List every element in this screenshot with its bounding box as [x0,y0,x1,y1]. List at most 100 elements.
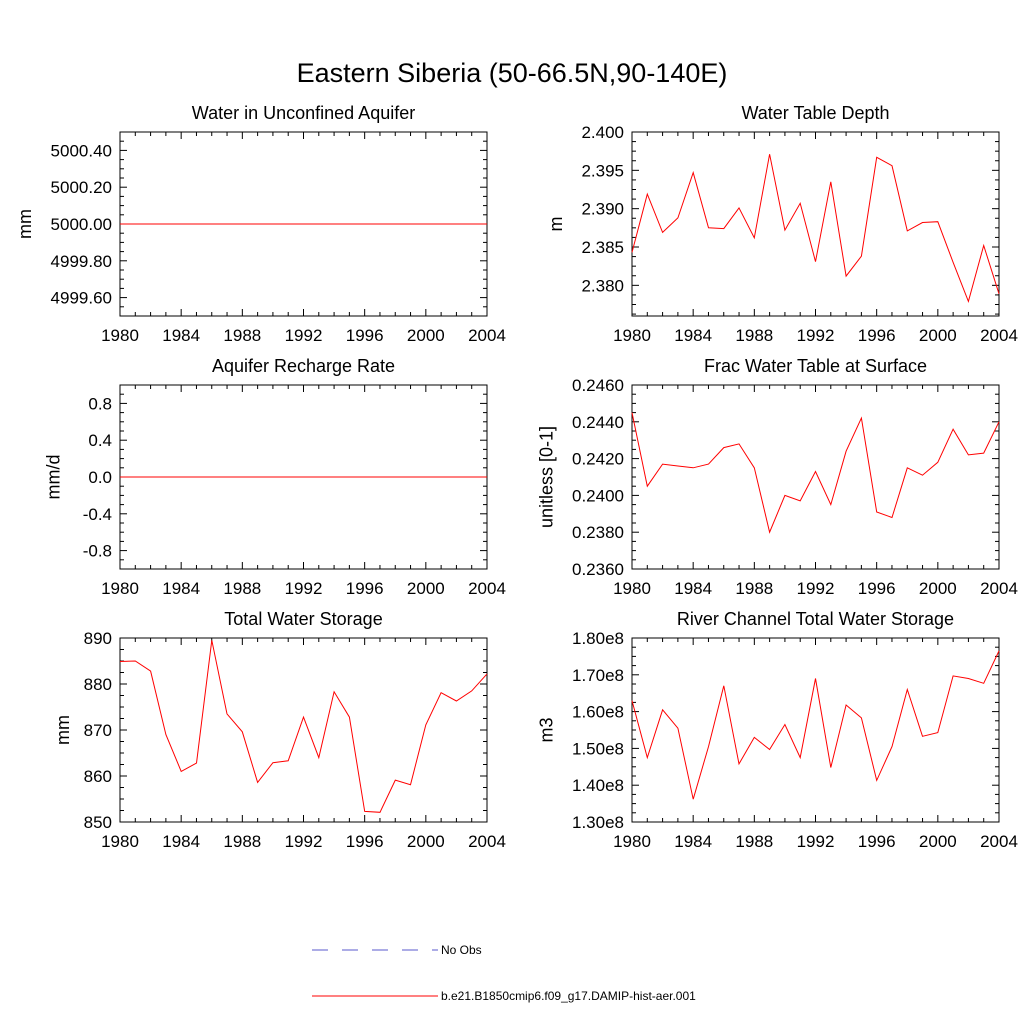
x-tick-label: 1992 [797,832,835,851]
x-tick-label: 1992 [285,326,323,345]
x-tick-label: 1984 [162,832,200,851]
x-tick-label: 2004 [980,579,1018,598]
y-axis-label: mm [53,715,73,745]
y-axis-label: mm/d [44,455,64,500]
x-tick-label: 1980 [613,326,651,345]
series-line [631,154,1000,303]
y-tick-label: 0.2460 [572,376,624,395]
panel-title: Water in Unconfined Aquifer [192,103,415,123]
panel-title: Frac Water Table at Surface [704,356,927,376]
x-tick-label: 2000 [919,579,957,598]
y-tick-label: 0.2440 [572,413,624,432]
y-tick-label: 0.2400 [572,486,624,505]
plot-frame [631,384,1000,570]
y-tick-label: 880 [84,675,112,694]
x-tick-label: 2000 [407,832,445,851]
x-tick-label: 1984 [674,326,712,345]
y-tick-label: 0.0 [88,468,112,487]
x-tick-label: 1980 [613,579,651,598]
y-tick-label: -0.8 [83,542,112,561]
x-tick-label: 1988 [223,832,261,851]
series-line [119,640,488,813]
y-tick-label: 1.70e8 [572,666,624,685]
legend-label-model: b.e21.B1850cmip6.f09_g17.DAMIP-hist-aer.… [441,989,696,1003]
figure-title: Eastern Siberia (50-66.5N,90-140E) [297,58,728,88]
x-tick-label: 1980 [101,832,139,851]
panel-title: Water Table Depth [741,103,889,123]
y-tick-label: 860 [84,767,112,786]
x-tick-label: 2004 [468,579,506,598]
x-tick-label: 1984 [162,326,200,345]
y-tick-label: 4999.80 [51,252,112,271]
x-tick-label: 2004 [468,326,506,345]
y-tick-label: 0.2380 [572,523,624,542]
plot-frame [631,637,1000,823]
x-tick-label: 2000 [407,579,445,598]
x-tick-label: 1996 [858,326,896,345]
x-tick-label: 1996 [346,832,384,851]
y-tick-label: 0.2420 [572,450,624,469]
panel-3: Aquifer Recharge Rate 1980 1984 1988 1992 199… [44,356,506,598]
y-tick-label: 2.395 [581,161,624,180]
y-axis-label: mm [15,209,35,239]
y-tick-label: 870 [84,721,112,740]
y-axis-label: m [546,217,566,232]
series-line [631,650,1000,800]
x-tick-label: 1996 [346,579,384,598]
x-tick-label: 1984 [162,579,200,598]
y-tick-label: 4999.60 [51,289,112,308]
x-tick-label: 1992 [285,832,323,851]
series-line [631,412,1000,534]
x-tick-label: 1996 [858,579,896,598]
x-tick-label: 1992 [797,326,835,345]
x-tick-label: 1992 [285,579,323,598]
x-tick-label: 2004 [980,326,1018,345]
panel-5: Total Water Storage 1980 1984 1988 1992 1996 2… [53,609,506,851]
panel-4: Frac Water Table at Surface 1980 1984 1988 1… [536,356,1018,598]
x-tick-label: 1984 [674,832,712,851]
plot-frame [119,637,488,823]
y-tick-label: -0.4 [83,505,112,524]
y-tick-label: 1.60e8 [572,703,624,722]
panel-6: River Channel Total Water Storage 1980 198… [536,609,1018,851]
y-tick-label: 2.400 [581,123,624,142]
y-tick-label: 0.2360 [572,560,624,579]
panel-2: Water Table Depth 1980 1984 1988 1992 1996 200… [546,103,1018,345]
panels: Water in Unconfined Aquifer 1980 1984 1988 1… [15,103,1018,851]
y-tick-label: 5000.40 [51,141,112,160]
y-tick-label: 5000.00 [51,215,112,234]
panel-1: Water in Unconfined Aquifer 1980 1984 1988 1… [15,103,506,345]
x-tick-label: 1980 [101,326,139,345]
x-tick-label: 2004 [980,832,1018,851]
y-tick-label: 2.385 [581,238,624,257]
x-tick-label: 1992 [797,579,835,598]
x-tick-label: 2000 [919,832,957,851]
y-tick-label: 0.8 [88,394,112,413]
x-tick-label: 1980 [613,832,651,851]
y-tick-label: 890 [84,629,112,648]
y-tick-label: 850 [84,813,112,832]
y-axis-label: m3 [536,717,556,742]
x-tick-label: 1980 [101,579,139,598]
panel-title: Total Water Storage [224,609,382,629]
y-tick-label: 1.40e8 [572,776,624,795]
x-tick-label: 2000 [919,326,957,345]
y-axis-label: unitless [0-1] [536,426,556,528]
x-tick-label: 1988 [735,832,773,851]
y-tick-label: 5000.20 [51,178,112,197]
y-tick-label: 1.50e8 [572,739,624,758]
x-tick-label: 1988 [223,579,261,598]
x-tick-label: 1996 [346,326,384,345]
y-tick-label: 1.30e8 [572,813,624,832]
x-tick-label: 1988 [223,326,261,345]
x-tick-label: 2000 [407,326,445,345]
x-tick-label: 1988 [735,579,773,598]
panel-title: River Channel Total Water Storage [677,609,954,629]
panel-title: Aquifer Recharge Rate [212,356,395,376]
y-tick-label: 0.4 [88,431,112,450]
x-tick-label: 2004 [468,832,506,851]
x-tick-label: 1996 [858,832,896,851]
x-tick-label: 1984 [674,579,712,598]
y-tick-label: 2.390 [581,200,624,219]
